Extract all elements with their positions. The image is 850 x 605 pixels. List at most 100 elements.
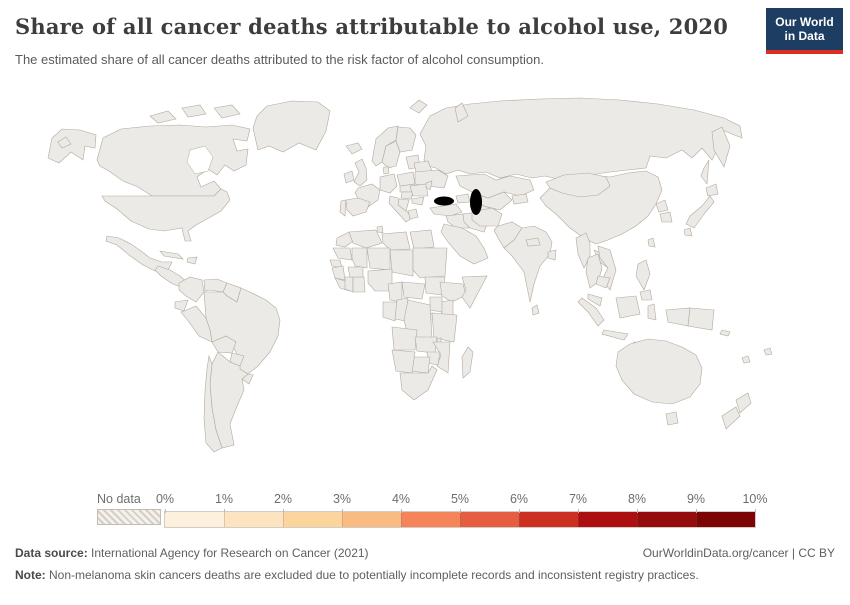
legend-segment-9-10%[interactable] bbox=[696, 512, 755, 527]
legend-segment-8-9%[interactable] bbox=[637, 512, 696, 527]
country-nigeria[interactable] bbox=[367, 268, 393, 292]
country-australia[interactable] bbox=[615, 338, 703, 405]
country-guinea[interactable] bbox=[331, 265, 346, 281]
country-caucasus[interactable] bbox=[455, 193, 471, 204]
country-bangladesh[interactable] bbox=[547, 249, 557, 261]
country-burkina-faso[interactable] bbox=[347, 266, 364, 278]
country-zambia[interactable] bbox=[414, 336, 438, 354]
country-australia-tasmania[interactable] bbox=[665, 411, 679, 426]
country-portugal[interactable] bbox=[339, 199, 347, 217]
country-greenland[interactable] bbox=[252, 100, 331, 153]
country-russia[interactable] bbox=[419, 97, 743, 181]
country-taiwan[interactable] bbox=[647, 237, 656, 248]
country-canada-arctic-2[interactable] bbox=[181, 104, 207, 118]
country-indonesia-papua[interactable] bbox=[665, 307, 691, 327]
country-usa-alaska[interactable] bbox=[47, 128, 97, 164]
country-japan-hokkaido[interactable] bbox=[705, 183, 719, 197]
country-gabon[interactable] bbox=[382, 301, 398, 322]
country-poland[interactable] bbox=[396, 171, 416, 187]
country-balkans[interactable] bbox=[397, 198, 410, 212]
country-uk[interactable] bbox=[353, 158, 368, 187]
country-new-caledonia[interactable] bbox=[741, 355, 751, 364]
country-angola[interactable] bbox=[391, 326, 418, 351]
country-malaysia[interactable] bbox=[587, 293, 603, 307]
country-niger[interactable] bbox=[366, 247, 391, 271]
country-mexico[interactable] bbox=[105, 235, 173, 272]
country-new-zealand-south[interactable] bbox=[721, 406, 741, 430]
country-hungary[interactable] bbox=[400, 191, 414, 200]
country-myanmar[interactable] bbox=[575, 232, 591, 269]
country-cameroon[interactable] bbox=[387, 281, 403, 303]
country-algeria[interactable] bbox=[348, 229, 383, 249]
country-japan-honshu[interactable] bbox=[685, 195, 715, 229]
country-romania[interactable] bbox=[409, 183, 429, 197]
country-ecuador[interactable] bbox=[174, 299, 189, 312]
country-morocco[interactable] bbox=[335, 231, 354, 248]
country-philippines[interactable] bbox=[635, 259, 651, 291]
country-russia-kamchatka[interactable] bbox=[711, 126, 731, 168]
country-ivory-coast[interactable] bbox=[344, 276, 354, 293]
country-canada-arctic-1[interactable] bbox=[149, 110, 177, 124]
legend-segment-2-3%[interactable] bbox=[283, 512, 342, 527]
country-russia-chukotka[interactable] bbox=[57, 136, 72, 149]
country-new-zealand-north[interactable] bbox=[735, 392, 752, 414]
country-cuba[interactable] bbox=[159, 250, 184, 260]
country-nepal[interactable] bbox=[525, 237, 541, 247]
country-south-korea[interactable] bbox=[659, 211, 673, 223]
country-ethiopia[interactable] bbox=[439, 281, 467, 303]
country-svalbard[interactable] bbox=[409, 99, 428, 114]
country-arabia[interactable] bbox=[440, 223, 489, 265]
legend-segment-4-5%[interactable] bbox=[401, 512, 460, 527]
country-philippines-mindanao[interactable] bbox=[639, 289, 653, 301]
country-sri-lanka[interactable] bbox=[531, 304, 540, 316]
country-namibia[interactable] bbox=[391, 349, 416, 374]
country-kyrgyzstan[interactable] bbox=[511, 193, 529, 205]
country-somalia[interactable] bbox=[461, 275, 488, 309]
country-chile[interactable] bbox=[203, 354, 223, 453]
country-egypt[interactable] bbox=[409, 229, 435, 250]
legend-no-data-swatch[interactable] bbox=[97, 509, 161, 525]
country-usa[interactable] bbox=[101, 188, 231, 242]
country-sudan[interactable] bbox=[412, 247, 448, 279]
country-fiji[interactable] bbox=[763, 347, 773, 356]
country-madagascar[interactable] bbox=[461, 346, 474, 379]
country-bolivia[interactable] bbox=[211, 335, 237, 354]
country-ghana[interactable] bbox=[352, 276, 366, 293]
country-canada[interactable] bbox=[96, 124, 251, 197]
country-north-korea[interactable] bbox=[655, 199, 669, 213]
country-spain[interactable] bbox=[345, 197, 371, 217]
footer-link[interactable]: OurWorldinData.org/cancer | CC BY bbox=[642, 546, 835, 560]
country-indonesia-borneo[interactable] bbox=[615, 295, 641, 319]
country-mauritania[interactable] bbox=[332, 247, 353, 261]
legend-segment-1-2%[interactable] bbox=[224, 512, 283, 527]
country-solomon-islands[interactable] bbox=[719, 329, 731, 337]
country-canada-arctic-3[interactable] bbox=[213, 104, 241, 119]
country-central-african-republic[interactable] bbox=[401, 281, 426, 300]
country-mali[interactable] bbox=[351, 247, 368, 269]
country-tanzania[interactable] bbox=[431, 312, 458, 343]
country-greece[interactable] bbox=[407, 208, 419, 220]
legend-segment-5-6%[interactable] bbox=[460, 512, 519, 527]
country-finland[interactable] bbox=[395, 126, 417, 153]
country-indonesia-sulawesi[interactable] bbox=[647, 303, 657, 321]
country-japan-kyushu[interactable] bbox=[683, 227, 693, 237]
country-moldova[interactable] bbox=[425, 180, 433, 191]
country-chad[interactable] bbox=[389, 249, 414, 277]
legend-segment-3-4%[interactable] bbox=[342, 512, 401, 527]
country-uganda[interactable] bbox=[429, 296, 443, 313]
country-russia-sakhalin[interactable] bbox=[700, 159, 710, 185]
country-cambodia[interactable] bbox=[595, 275, 611, 289]
legend-segment-0-1%[interactable] bbox=[165, 512, 224, 527]
country-denmark[interactable] bbox=[382, 165, 390, 175]
country-germany[interactable] bbox=[379, 173, 398, 194]
country-hispaniola[interactable] bbox=[186, 256, 198, 265]
country-mongolia[interactable] bbox=[545, 172, 611, 198]
country-indonesia-sumatra[interactable] bbox=[577, 297, 605, 327]
country-bulgaria[interactable] bbox=[411, 196, 425, 206]
country-libya[interactable] bbox=[381, 231, 411, 251]
owid-logo[interactable]: Our World in Data bbox=[766, 8, 843, 54]
country-iceland[interactable] bbox=[345, 142, 363, 155]
country-tunisia[interactable] bbox=[376, 225, 384, 234]
country-south-africa[interactable] bbox=[399, 365, 438, 401]
country-russia-novaya-zemlya[interactable] bbox=[454, 102, 469, 123]
